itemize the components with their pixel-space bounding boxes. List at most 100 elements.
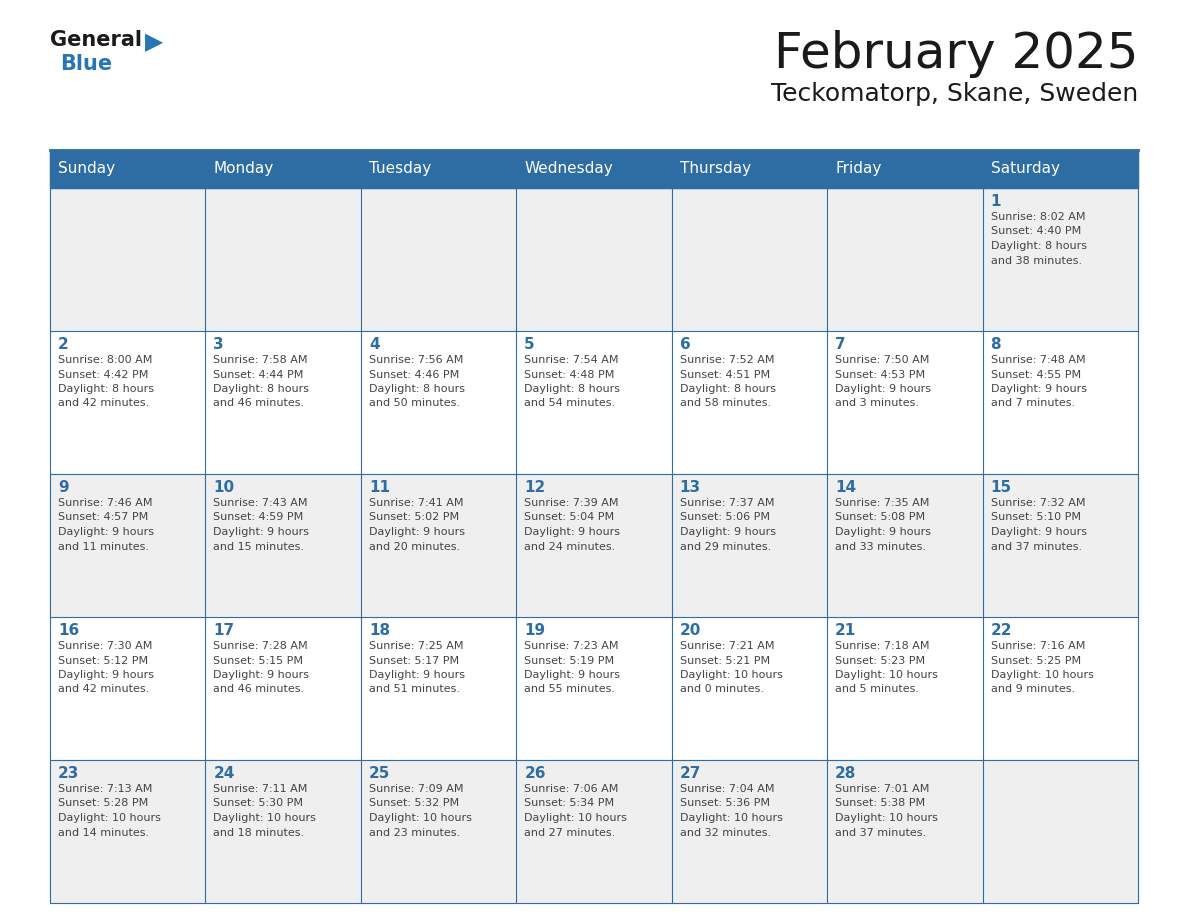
Text: Daylight: 10 hours: Daylight: 10 hours <box>680 670 783 680</box>
Text: and 54 minutes.: and 54 minutes. <box>524 398 615 409</box>
Text: Daylight: 10 hours: Daylight: 10 hours <box>991 670 1093 680</box>
Text: Daylight: 9 hours: Daylight: 9 hours <box>835 527 931 537</box>
Text: Sunset: 5:08 PM: Sunset: 5:08 PM <box>835 512 925 522</box>
Text: Daylight: 10 hours: Daylight: 10 hours <box>214 813 316 823</box>
Text: Sunset: 5:12 PM: Sunset: 5:12 PM <box>58 655 148 666</box>
Text: Daylight: 9 hours: Daylight: 9 hours <box>524 670 620 680</box>
Text: 10: 10 <box>214 480 234 495</box>
Text: and 58 minutes.: and 58 minutes. <box>680 398 771 409</box>
Text: Sunrise: 7:56 AM: Sunrise: 7:56 AM <box>368 355 463 365</box>
Text: Sunrise: 7:18 AM: Sunrise: 7:18 AM <box>835 641 930 651</box>
Text: Sunrise: 7:32 AM: Sunrise: 7:32 AM <box>991 498 1085 508</box>
Text: Tuesday: Tuesday <box>368 162 431 176</box>
Text: Sunrise: 7:43 AM: Sunrise: 7:43 AM <box>214 498 308 508</box>
Text: and 37 minutes.: and 37 minutes. <box>991 542 1082 552</box>
Text: Sunrise: 8:02 AM: Sunrise: 8:02 AM <box>991 212 1085 222</box>
Text: Daylight: 9 hours: Daylight: 9 hours <box>214 670 309 680</box>
Text: Sunrise: 7:23 AM: Sunrise: 7:23 AM <box>524 641 619 651</box>
Text: 24: 24 <box>214 766 235 781</box>
Text: Sunrise: 7:06 AM: Sunrise: 7:06 AM <box>524 784 619 794</box>
Text: Sunrise: 7:46 AM: Sunrise: 7:46 AM <box>58 498 152 508</box>
Text: 25: 25 <box>368 766 390 781</box>
Text: Sunset: 4:46 PM: Sunset: 4:46 PM <box>368 370 459 379</box>
Text: Sunset: 5:30 PM: Sunset: 5:30 PM <box>214 799 303 809</box>
Text: and 9 minutes.: and 9 minutes. <box>991 685 1075 695</box>
Bar <box>50 617 1138 760</box>
Bar <box>50 331 1138 474</box>
Text: Thursday: Thursday <box>680 162 751 176</box>
Text: Sunrise: 7:01 AM: Sunrise: 7:01 AM <box>835 784 929 794</box>
Text: 2: 2 <box>58 337 69 352</box>
Text: Sunrise: 7:09 AM: Sunrise: 7:09 AM <box>368 784 463 794</box>
Text: Sunrise: 7:13 AM: Sunrise: 7:13 AM <box>58 784 152 794</box>
Text: 28: 28 <box>835 766 857 781</box>
Text: Sunrise: 7:21 AM: Sunrise: 7:21 AM <box>680 641 775 651</box>
Text: Daylight: 10 hours: Daylight: 10 hours <box>58 813 160 823</box>
Text: ▶: ▶ <box>145 30 163 54</box>
Text: and 18 minutes.: and 18 minutes. <box>214 827 304 837</box>
Text: Sunset: 4:53 PM: Sunset: 4:53 PM <box>835 370 925 379</box>
Text: Daylight: 8 hours: Daylight: 8 hours <box>58 384 154 394</box>
Text: 23: 23 <box>58 766 80 781</box>
Text: Sunset: 5:36 PM: Sunset: 5:36 PM <box>680 799 770 809</box>
Text: Sunset: 5:10 PM: Sunset: 5:10 PM <box>991 512 1081 522</box>
Text: Daylight: 9 hours: Daylight: 9 hours <box>524 527 620 537</box>
Text: Sunrise: 7:54 AM: Sunrise: 7:54 AM <box>524 355 619 365</box>
Text: and 23 minutes.: and 23 minutes. <box>368 827 460 837</box>
Text: Daylight: 9 hours: Daylight: 9 hours <box>680 527 776 537</box>
Text: 13: 13 <box>680 480 701 495</box>
Text: Sunrise: 7:30 AM: Sunrise: 7:30 AM <box>58 641 152 651</box>
Text: Saturday: Saturday <box>991 162 1060 176</box>
Text: and 50 minutes.: and 50 minutes. <box>368 398 460 409</box>
Text: 7: 7 <box>835 337 846 352</box>
Text: Daylight: 8 hours: Daylight: 8 hours <box>214 384 309 394</box>
Text: Sunset: 5:02 PM: Sunset: 5:02 PM <box>368 512 459 522</box>
Text: Daylight: 8 hours: Daylight: 8 hours <box>524 384 620 394</box>
Text: Daylight: 9 hours: Daylight: 9 hours <box>58 670 154 680</box>
Text: 14: 14 <box>835 480 857 495</box>
Text: Daylight: 8 hours: Daylight: 8 hours <box>680 384 776 394</box>
Text: Sunset: 5:04 PM: Sunset: 5:04 PM <box>524 512 614 522</box>
Text: Sunset: 4:42 PM: Sunset: 4:42 PM <box>58 370 148 379</box>
Text: 19: 19 <box>524 623 545 638</box>
Text: Sunset: 4:48 PM: Sunset: 4:48 PM <box>524 370 614 379</box>
Text: and 3 minutes.: and 3 minutes. <box>835 398 920 409</box>
Text: Daylight: 9 hours: Daylight: 9 hours <box>214 527 309 537</box>
Text: Sunrise: 7:48 AM: Sunrise: 7:48 AM <box>991 355 1085 365</box>
Text: 6: 6 <box>680 337 690 352</box>
Text: and 46 minutes.: and 46 minutes. <box>214 685 304 695</box>
Text: February 2025: February 2025 <box>773 30 1138 78</box>
Text: Sunset: 4:51 PM: Sunset: 4:51 PM <box>680 370 770 379</box>
Text: Sunset: 5:06 PM: Sunset: 5:06 PM <box>680 512 770 522</box>
Text: 9: 9 <box>58 480 69 495</box>
Text: and 51 minutes.: and 51 minutes. <box>368 685 460 695</box>
Text: and 55 minutes.: and 55 minutes. <box>524 685 615 695</box>
Text: Sunset: 5:21 PM: Sunset: 5:21 PM <box>680 655 770 666</box>
Text: and 0 minutes.: and 0 minutes. <box>680 685 764 695</box>
Text: 20: 20 <box>680 623 701 638</box>
Bar <box>50 188 1138 331</box>
Text: Sunset: 5:15 PM: Sunset: 5:15 PM <box>214 655 303 666</box>
Text: Sunrise: 7:52 AM: Sunrise: 7:52 AM <box>680 355 775 365</box>
Text: Sunrise: 7:11 AM: Sunrise: 7:11 AM <box>214 784 308 794</box>
Text: and 32 minutes.: and 32 minutes. <box>680 827 771 837</box>
Text: Sunset: 5:25 PM: Sunset: 5:25 PM <box>991 655 1081 666</box>
Text: Daylight: 10 hours: Daylight: 10 hours <box>524 813 627 823</box>
Text: Wednesday: Wednesday <box>524 162 613 176</box>
Text: Sunset: 4:59 PM: Sunset: 4:59 PM <box>214 512 304 522</box>
Text: Friday: Friday <box>835 162 881 176</box>
Text: Sunset: 5:38 PM: Sunset: 5:38 PM <box>835 799 925 809</box>
Text: General: General <box>50 30 143 50</box>
Text: and 11 minutes.: and 11 minutes. <box>58 542 148 552</box>
Text: 5: 5 <box>524 337 535 352</box>
Text: and 5 minutes.: and 5 minutes. <box>835 685 920 695</box>
Text: and 46 minutes.: and 46 minutes. <box>214 398 304 409</box>
Text: and 7 minutes.: and 7 minutes. <box>991 398 1075 409</box>
Text: Sunrise: 7:41 AM: Sunrise: 7:41 AM <box>368 498 463 508</box>
Text: Sunrise: 7:39 AM: Sunrise: 7:39 AM <box>524 498 619 508</box>
Text: 3: 3 <box>214 337 225 352</box>
Bar <box>50 760 1138 903</box>
Text: and 33 minutes.: and 33 minutes. <box>835 542 927 552</box>
Text: Teckomatorp, Skane, Sweden: Teckomatorp, Skane, Sweden <box>771 82 1138 106</box>
Text: Daylight: 10 hours: Daylight: 10 hours <box>835 670 939 680</box>
